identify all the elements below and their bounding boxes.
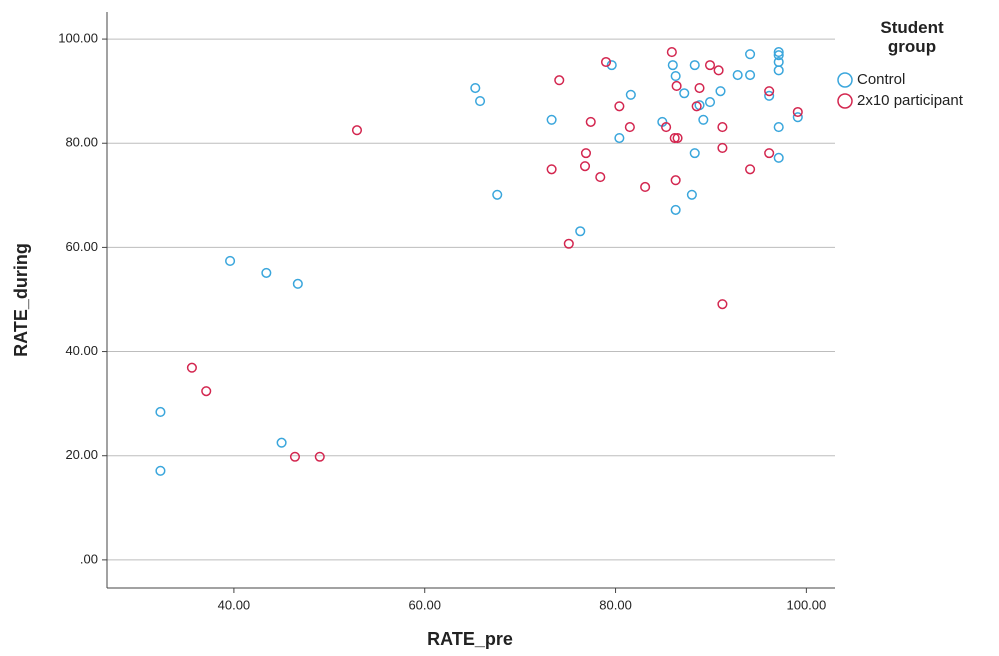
point <box>679 88 690 99</box>
y-tick-label: 40.00 <box>65 343 98 358</box>
point <box>672 132 683 144</box>
point <box>764 86 775 97</box>
point <box>715 86 726 97</box>
point <box>686 189 697 200</box>
point <box>554 75 565 86</box>
point <box>773 152 784 163</box>
point <box>713 65 724 76</box>
y-tick-label: .00 <box>80 551 98 566</box>
legend-marker <box>837 72 853 88</box>
x-tick-label: 60.00 <box>408 597 441 612</box>
point <box>580 148 592 159</box>
point <box>261 267 272 278</box>
y-axis-title: RATE_during <box>11 243 31 357</box>
point <box>698 114 709 125</box>
point <box>764 148 775 159</box>
point <box>575 226 586 237</box>
point <box>595 172 606 183</box>
point <box>492 189 503 200</box>
point <box>667 60 678 71</box>
point <box>225 255 236 266</box>
legend-label: Control <box>857 71 905 88</box>
point <box>666 47 677 58</box>
point <box>671 80 682 92</box>
point <box>625 89 636 100</box>
point <box>546 164 557 175</box>
point <box>717 299 728 310</box>
point <box>792 112 803 123</box>
y-tick-label: 20.00 <box>65 447 98 462</box>
point <box>704 97 716 108</box>
y-tick-label: 80.00 <box>65 135 98 150</box>
point <box>745 49 756 60</box>
point <box>155 406 166 418</box>
point <box>475 96 486 107</box>
point <box>351 125 363 136</box>
x-axis-title: RATE_pre <box>427 629 513 649</box>
point <box>292 278 303 289</box>
point <box>792 106 803 118</box>
point <box>579 161 591 172</box>
point <box>546 114 557 125</box>
point <box>764 90 775 101</box>
point <box>614 132 625 144</box>
point <box>314 451 325 462</box>
point <box>470 82 481 94</box>
point <box>640 181 651 193</box>
point <box>155 465 166 476</box>
point <box>201 386 212 397</box>
point <box>563 238 574 249</box>
point <box>600 56 612 68</box>
point <box>670 204 681 215</box>
point <box>661 122 672 133</box>
point <box>745 69 756 81</box>
point <box>694 82 705 94</box>
point <box>289 451 301 462</box>
point <box>186 362 197 373</box>
legend-title: Student group <box>880 18 944 56</box>
legend-label: 2x10 participant <box>857 92 964 109</box>
x-tick-label: 80.00 <box>599 597 632 612</box>
point <box>276 437 287 448</box>
y-tick-label: 100.00 <box>58 31 98 46</box>
point <box>773 47 784 58</box>
x-tick-label: 40.00 <box>218 597 251 612</box>
point <box>704 60 716 71</box>
legend-marker <box>837 93 853 109</box>
y-tick-label: 60.00 <box>65 239 98 254</box>
point <box>585 116 596 127</box>
point <box>691 101 702 112</box>
x-tick-label: 100.00 <box>786 597 826 612</box>
point <box>745 164 756 175</box>
point <box>773 65 784 76</box>
point <box>624 122 635 133</box>
point <box>670 175 681 186</box>
point <box>717 142 728 153</box>
point <box>689 148 700 159</box>
point <box>670 71 681 82</box>
point <box>669 132 680 144</box>
point <box>606 60 617 71</box>
point <box>773 50 784 61</box>
point <box>773 122 784 133</box>
point <box>689 60 700 71</box>
point <box>614 101 625 112</box>
point <box>717 122 728 133</box>
point <box>732 69 743 81</box>
